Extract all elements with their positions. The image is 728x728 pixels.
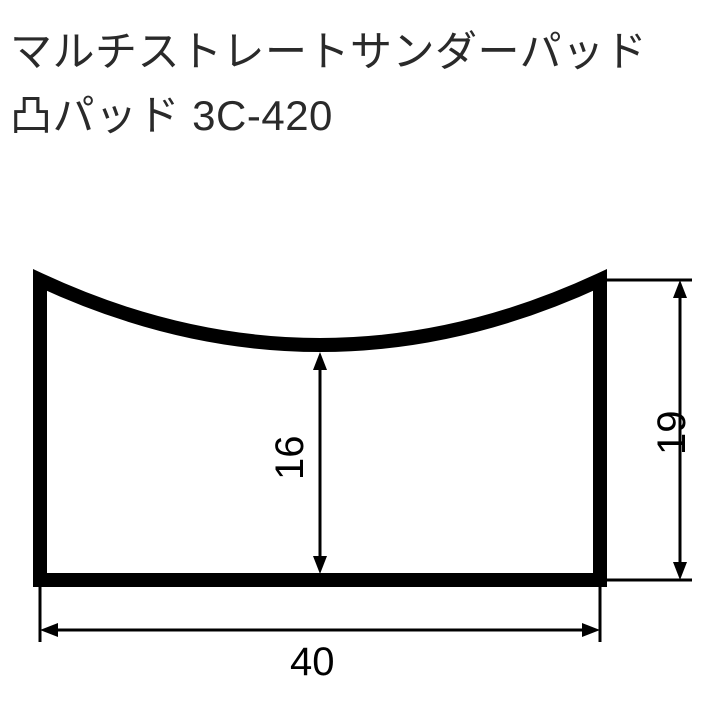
dimension-height-outer-label: 19 bbox=[650, 411, 695, 456]
dimension-width-label: 40 bbox=[290, 640, 335, 685]
technical-drawing bbox=[0, 0, 728, 728]
dimension-width bbox=[40, 580, 600, 642]
dimension-height-inner-label: 16 bbox=[268, 436, 313, 481]
diagram-container: マルチストレートサンダーパッド 凸パッド 3C-420 40 19 16 bbox=[0, 0, 728, 728]
